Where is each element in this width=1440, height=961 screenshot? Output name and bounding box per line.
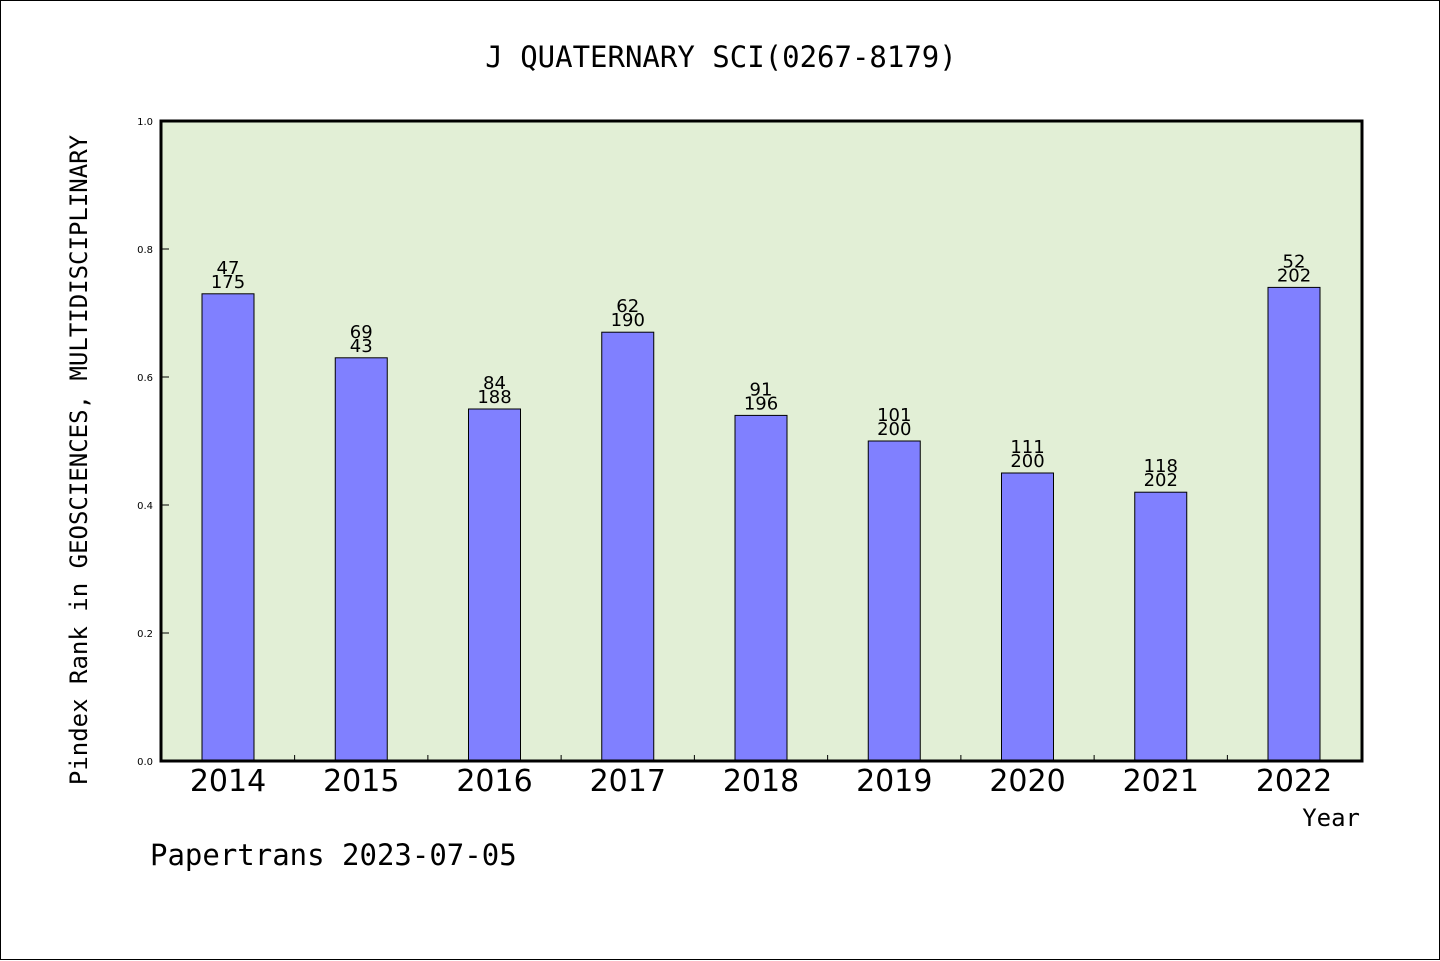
rank-label-2016: 84 (483, 373, 506, 394)
x-tick-label-2015: 2015 (323, 764, 399, 799)
rank-label-2021: 118 (1144, 456, 1178, 477)
x-tick-label-2014: 2014 (190, 764, 266, 799)
footer-credit: Papertrans 2023-07-05 (150, 838, 517, 872)
rank-label-2017: 62 (616, 296, 639, 317)
y-tick-label: 1.0 (137, 117, 153, 128)
rank-label-2020: 111 (1010, 437, 1044, 458)
rank-label-2015: 69 (350, 322, 373, 343)
bar-2021 (1134, 491, 1188, 762)
x-tick-label-2017: 2017 (590, 764, 666, 799)
rank-label-2019: 101 (877, 405, 911, 426)
rank-label-2022: 52 (1283, 251, 1306, 272)
bar-2016 (468, 408, 521, 762)
x-tick-label-2020: 2020 (989, 764, 1065, 799)
bar-2022 (1267, 286, 1321, 762)
total-label-2017: 190 (611, 310, 645, 331)
total-label-2018: 196 (744, 393, 778, 414)
x-tick-label-2019: 2019 (856, 764, 932, 799)
plot-border (159, 119, 1364, 763)
y-tick-label: 0.0 (137, 757, 153, 768)
total-label-2015: 43 (350, 336, 373, 357)
chart-title: J QUATERNARY SCI(0267-8179) (485, 40, 956, 74)
y-tick-label: 0.4 (137, 501, 153, 512)
total-label-2021: 202 (1144, 470, 1178, 491)
bar-2015 (334, 357, 388, 762)
x-tick-label-2016: 2016 (456, 764, 532, 799)
bar-2020 (1001, 472, 1054, 762)
rank-label-2014: 47 (217, 258, 240, 279)
rank-label-2018: 91 (750, 379, 773, 400)
y-tick-label: 0.8 (137, 245, 153, 256)
x-axis-label: Year (1302, 804, 1360, 832)
bar-2014 (201, 293, 255, 762)
bar-2018 (734, 414, 788, 762)
bar-2017 (601, 331, 655, 762)
total-label-2016: 188 (477, 387, 511, 408)
x-tick-label-2021: 2021 (1123, 764, 1199, 799)
x-axis: 2014 2015 2016 2017 2018 2019 2020 2021 2022 (190, 755, 1332, 799)
y-tick-label: 0.6 (137, 373, 153, 384)
x-tick-label-2018: 2018 (723, 764, 799, 799)
total-label-2019: 200 (877, 419, 911, 440)
y-axis-label: Pindex Rank in GEOSCIENCES, MULTIDISCIPL… (65, 134, 93, 785)
total-label-2020: 200 (1010, 451, 1044, 472)
total-label-2022: 202 (1277, 265, 1311, 286)
total-label-2014: 175 (211, 272, 245, 293)
y-tick-label: 0.2 (137, 629, 153, 640)
x-tick-label-2022: 2022 (1256, 764, 1332, 799)
bars-group (201, 286, 1321, 762)
bar-2019 (867, 440, 921, 762)
